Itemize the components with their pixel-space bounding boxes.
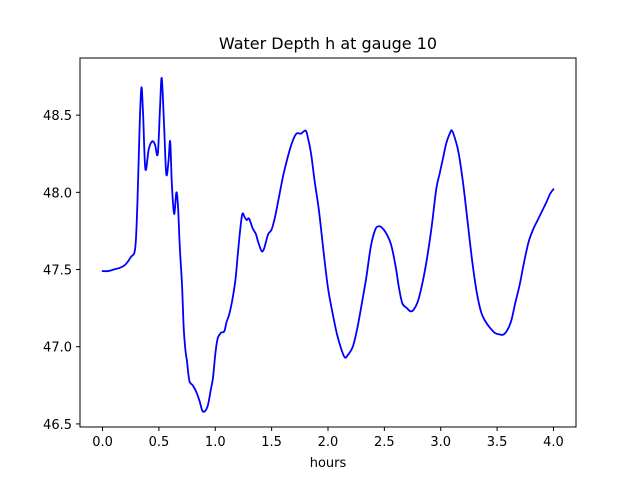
x-tick-label: 2.5	[374, 435, 395, 450]
plot-frame	[79, 57, 577, 428]
series-layer	[101, 77, 555, 413]
chart-title: Water Depth h at gauge 10	[219, 34, 437, 53]
x-axis-label: hours	[310, 456, 347, 471]
y-tick-label: 47.5	[43, 264, 72, 279]
y-tick-label: 47.0	[43, 341, 72, 356]
x-tick-label: 0.5	[149, 435, 170, 450]
x-axis-ticks: 0.0 0.5 1.0 1.5 2.0 2.5 3.0 3.5 4.0	[92, 427, 564, 450]
x-tick-label: 3.0	[430, 435, 451, 450]
x-tick-label: 0.0	[92, 435, 113, 450]
x-tick-label: 1.0	[205, 435, 226, 450]
y-axis-ticks: 46.5 47.0 47.5 48.0 48.5	[43, 109, 80, 433]
x-tick-label: 1.5	[261, 435, 282, 450]
y-tick-label: 46.5	[43, 418, 72, 433]
x-tick-label: 3.5	[487, 435, 508, 450]
x-tick-label: 2.0	[318, 435, 339, 450]
series-line	[101, 77, 555, 413]
plot-area	[80, 58, 576, 427]
y-tick-label: 48.0	[43, 186, 72, 201]
x-tick-label: 4.0	[543, 435, 564, 450]
y-tick-label: 48.5	[43, 109, 72, 124]
